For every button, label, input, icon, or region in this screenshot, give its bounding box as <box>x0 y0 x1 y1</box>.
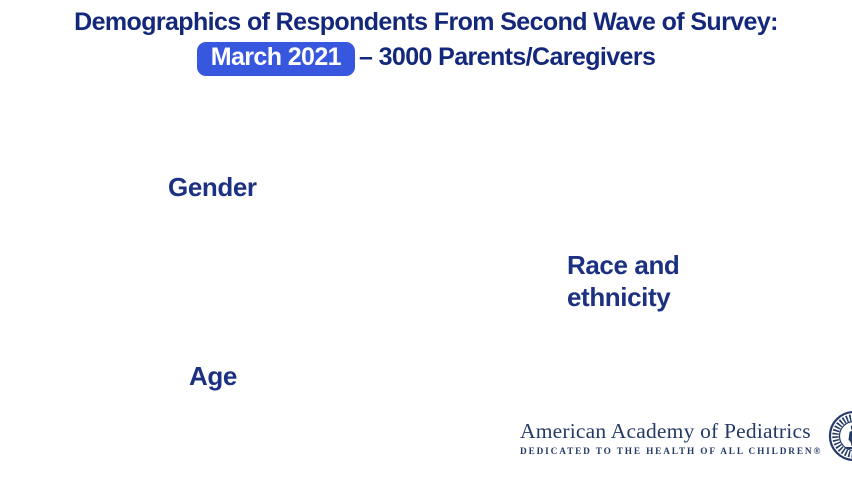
aap-logo-text: American Academy of Pediatrics DEDICATED… <box>520 419 822 457</box>
section-label-gender: Gender <box>168 172 257 202</box>
section-label-age: Age <box>189 361 237 391</box>
aap-logo-tagline: DEDICATED TO THE HEALTH OF ALL CHILDREN® <box>520 447 823 457</box>
slide-title-line2: March 2021 – 3000 Parents/Caregivers <box>0 41 852 76</box>
aap-logo-org-name: American Academy of Pediatrics <box>520 419 811 443</box>
slide-title-line1: Demographics of Respondents From Second … <box>74 8 778 36</box>
slide-title: Demographics of Respondents From Second … <box>0 7 852 76</box>
title-date-highlight: March 2021 <box>196 41 355 76</box>
section-label-race-ethnicity: Race and ethnicity <box>567 250 680 312</box>
aap-logo: American Academy of Pediatrics DEDICATED… <box>520 409 852 467</box>
aap-seal-icon: ® <box>827 409 852 467</box>
slide-title-line2-rest: – 3000 Parents/Caregivers <box>358 42 656 71</box>
